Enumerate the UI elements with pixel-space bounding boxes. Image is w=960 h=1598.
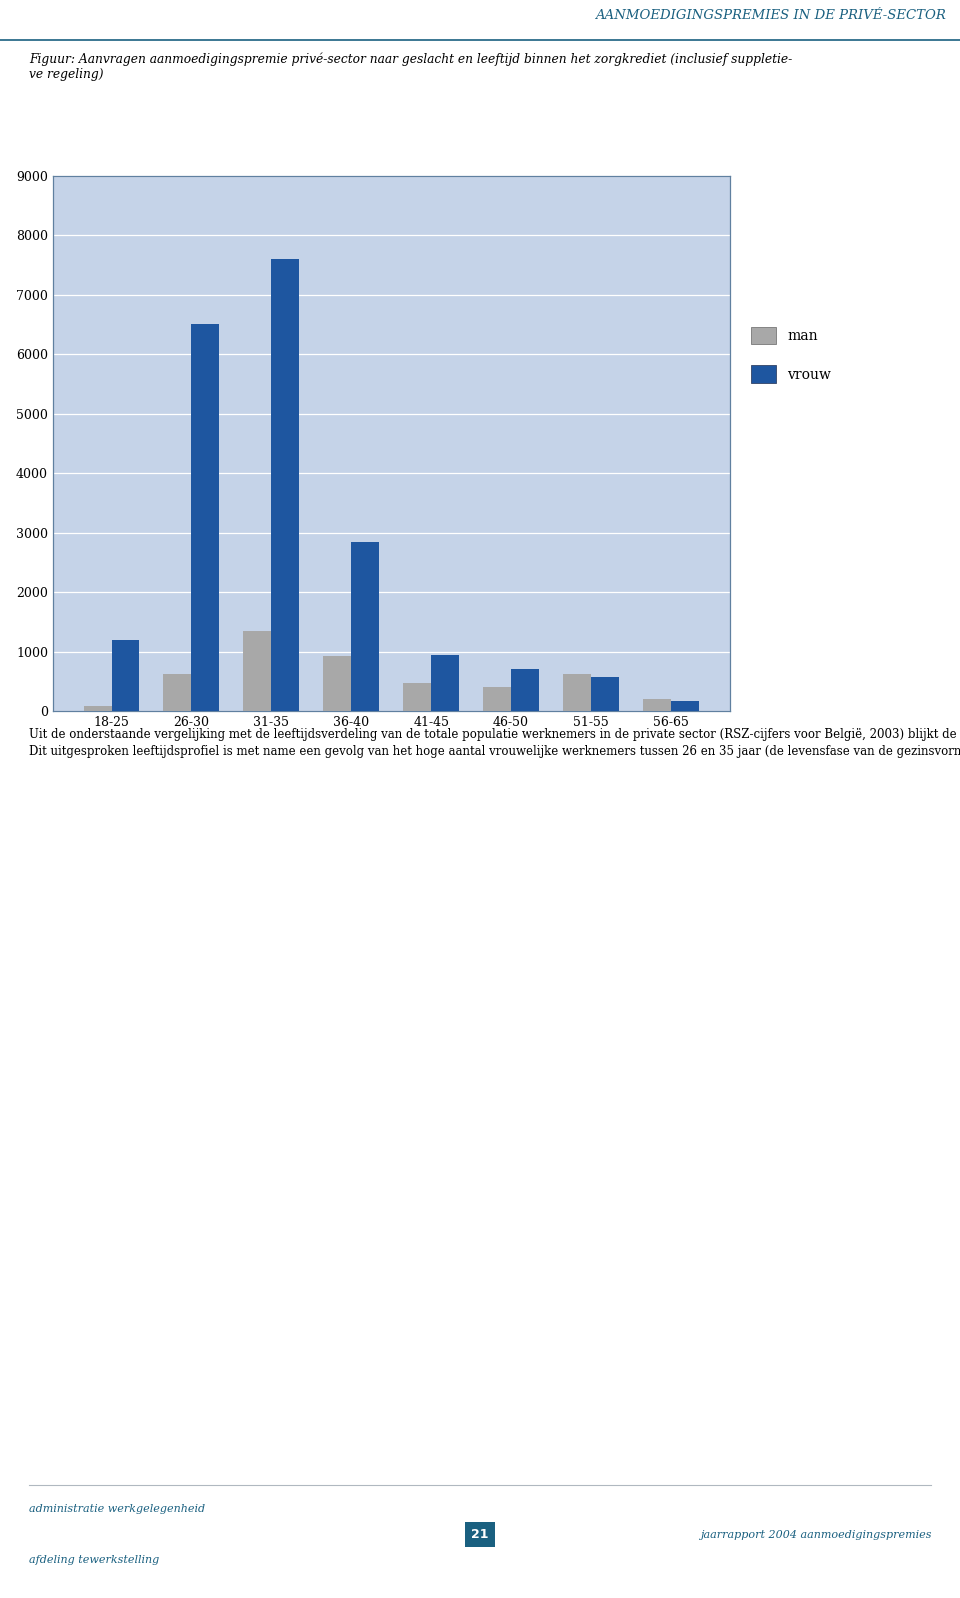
Text: administratie werkgelegenheid: administratie werkgelegenheid: [29, 1504, 204, 1515]
Text: Figuur: Aanvragen aanmoedigingspremie privé-sector naar geslacht en leeftijd bin: Figuur: Aanvragen aanmoedigingspremie pr…: [29, 53, 792, 81]
Bar: [111, 639, 139, 711]
Bar: [403, 682, 431, 711]
Text: 21: 21: [471, 1528, 489, 1540]
Bar: [591, 676, 619, 711]
Bar: [244, 631, 272, 711]
Bar: [431, 655, 459, 711]
Bar: [163, 674, 191, 711]
Legend: man, vrouw: man, vrouw: [751, 326, 831, 384]
Text: afdeling tewerkstelling: afdeling tewerkstelling: [29, 1555, 159, 1564]
Bar: [563, 674, 591, 711]
Bar: [191, 324, 220, 711]
Bar: [483, 687, 511, 711]
Text: AANMOEDIGINGSPREMIES IN DE PRIVÉ-SECTOR: AANMOEDIGINGSPREMIES IN DE PRIVÉ-SECTOR: [595, 10, 946, 22]
Text: Uit de onderstaande vergelijking met de leeftijdsverdeling van de totale populat: Uit de onderstaande vergelijking met de …: [29, 727, 960, 757]
Text: jaarrapport 2004 aanmoedigingspremies: jaarrapport 2004 aanmoedigingspremies: [700, 1529, 931, 1539]
Bar: [511, 670, 539, 711]
Bar: [643, 700, 671, 711]
Bar: [324, 657, 351, 711]
Bar: [351, 542, 379, 711]
Bar: [671, 702, 699, 711]
Bar: [272, 259, 300, 711]
Bar: [84, 706, 111, 711]
